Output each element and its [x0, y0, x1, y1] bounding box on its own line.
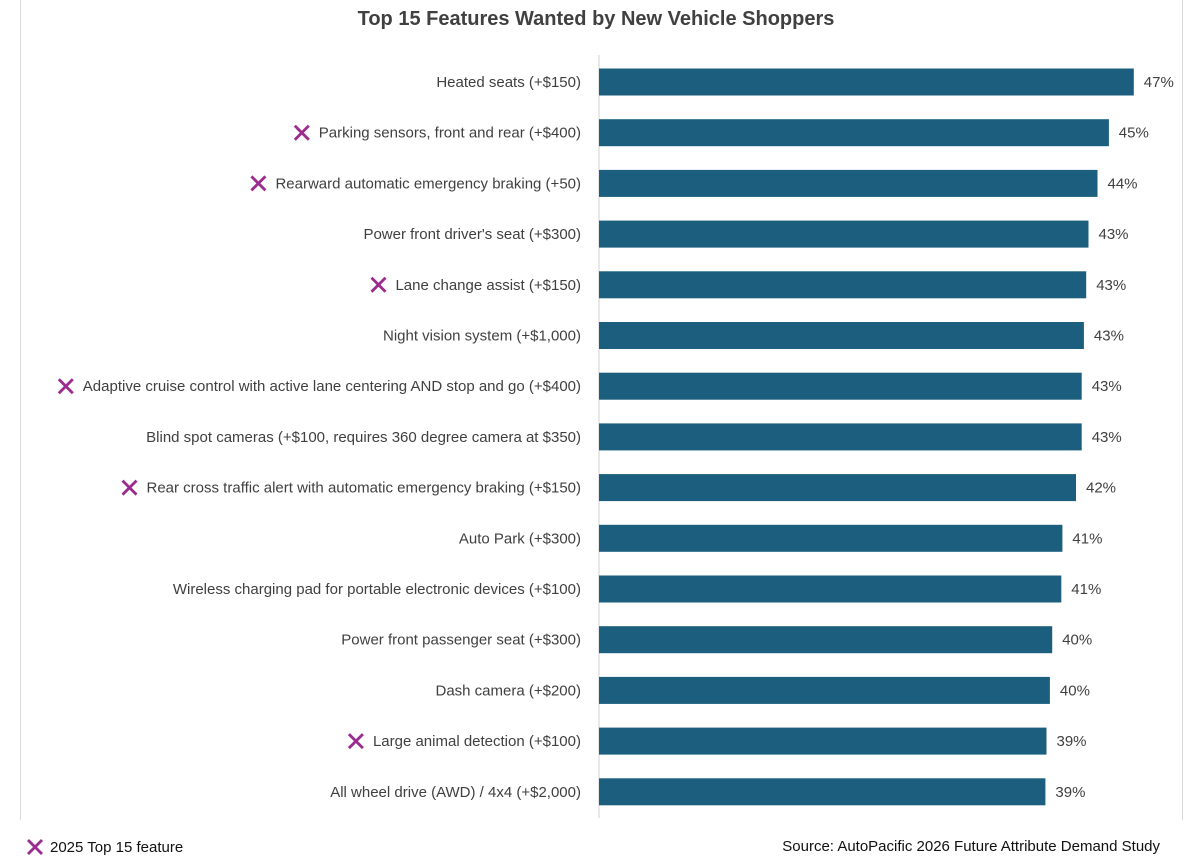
data-label: 43% — [1094, 328, 1124, 345]
data-label: 39% — [1055, 784, 1085, 801]
category-label: Rearward automatic emergency braking (+5… — [275, 175, 581, 192]
data-label: 43% — [1092, 429, 1122, 446]
data-label: 45% — [1119, 125, 1149, 142]
x-mark-icon — [347, 733, 364, 750]
bar — [599, 676, 1050, 704]
data-label: 40% — [1062, 632, 1092, 649]
bar — [599, 220, 1089, 248]
bar — [599, 271, 1087, 299]
data-label: 40% — [1060, 682, 1090, 699]
data-label: 39% — [1057, 733, 1087, 750]
source-note: Source: AutoPacific 2026 Future Attribut… — [782, 838, 1160, 855]
bar — [599, 372, 1082, 400]
bar — [599, 119, 1109, 147]
bar — [599, 322, 1084, 349]
category-label: Dash camera (+$200) — [436, 682, 582, 699]
chart-area: Heated seats (+$150) 47% Parking sensors, … — [57, 55, 1174, 818]
chart-title: Top 15 Features Wanted by New Vehicle Sh… — [357, 8, 835, 30]
category-label: Parking sensors, front and rear (+$400) — [319, 125, 581, 142]
bar — [599, 68, 1134, 96]
bar — [599, 423, 1082, 451]
category-label: Blind spot cameras (+$100, requires 360 … — [146, 429, 581, 446]
data-label: 41% — [1071, 581, 1101, 598]
bar — [599, 474, 1076, 502]
bar — [599, 626, 1053, 654]
data-label: 43% — [1099, 226, 1129, 243]
bar — [599, 524, 1063, 552]
bar — [599, 575, 1062, 603]
x-mark-icon — [121, 479, 138, 496]
x-mark-icon — [57, 378, 74, 395]
category-label: Power front passenger seat (+$300) — [341, 632, 581, 649]
chart-frame — [20, 0, 1183, 820]
x-mark-icon — [27, 839, 43, 855]
category-label: Night vision system (+$1,000) — [383, 328, 581, 345]
x-mark-icon — [293, 124, 310, 141]
category-label: Auto Park (+$300) — [459, 530, 581, 547]
category-label: Adaptive cruise control with active lane… — [83, 378, 581, 395]
legend-label: 2025 Top 15 feature — [50, 838, 184, 856]
legend: 2025 Top 15 feature — [24, 836, 183, 858]
category-label: Lane change assist (+$150) — [395, 277, 581, 294]
category-label: Heated seats (+$150) — [436, 74, 581, 91]
bar — [599, 727, 1047, 755]
data-label: 43% — [1092, 378, 1122, 395]
bar — [599, 778, 1046, 806]
data-label: 41% — [1072, 530, 1102, 547]
data-label: 47% — [1144, 74, 1174, 91]
category-label: Rear cross traffic alert with automatic … — [147, 480, 582, 497]
category-label: Wireless charging pad for portable elect… — [173, 581, 581, 598]
x-mark-icon — [370, 276, 387, 293]
category-label: All wheel drive (AWD) / 4x4 (+$2,000) — [330, 784, 581, 801]
data-label: 42% — [1086, 480, 1116, 497]
data-label: 44% — [1108, 175, 1138, 192]
bar — [599, 169, 1098, 197]
x-mark-icon — [250, 175, 267, 192]
data-label: 43% — [1096, 277, 1126, 294]
category-label: Power front driver's seat (+$300) — [363, 226, 581, 243]
category-label: Large animal detection (+$100) — [373, 733, 581, 750]
